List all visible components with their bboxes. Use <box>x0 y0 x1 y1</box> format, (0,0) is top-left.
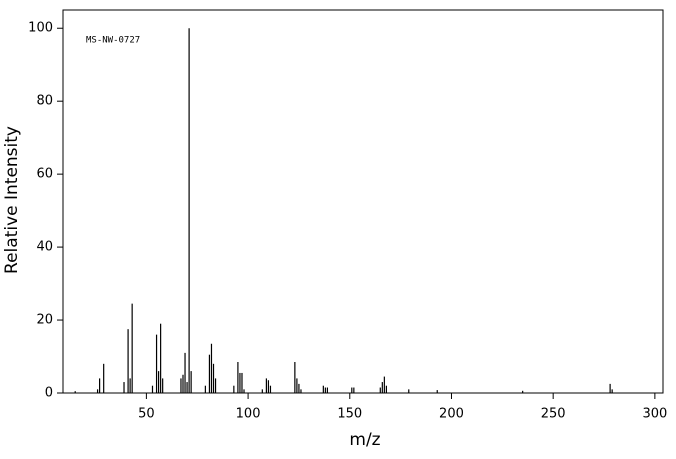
y-axis-label: Relative Intensity <box>2 126 22 274</box>
x-tick-label: 50 <box>138 407 155 422</box>
y-tick-label: 0 <box>45 386 53 401</box>
plot-frame <box>62 9 664 394</box>
x-axis-label: m/z <box>349 430 380 450</box>
x-tick-label: 250 <box>541 407 566 422</box>
x-tick-label: 300 <box>642 407 667 422</box>
y-tick-label: 60 <box>36 167 53 182</box>
x-tick-label: 200 <box>439 407 464 422</box>
y-tick-label: 40 <box>36 240 53 255</box>
y-tick-label: 80 <box>36 94 53 109</box>
x-tick-label: 150 <box>337 407 362 422</box>
annotation: MS-NW-0727 <box>86 36 140 46</box>
x-tick-label: 100 <box>236 407 261 422</box>
y-tick-label: 100 <box>28 21 53 36</box>
y-tick-label: 20 <box>36 313 53 328</box>
